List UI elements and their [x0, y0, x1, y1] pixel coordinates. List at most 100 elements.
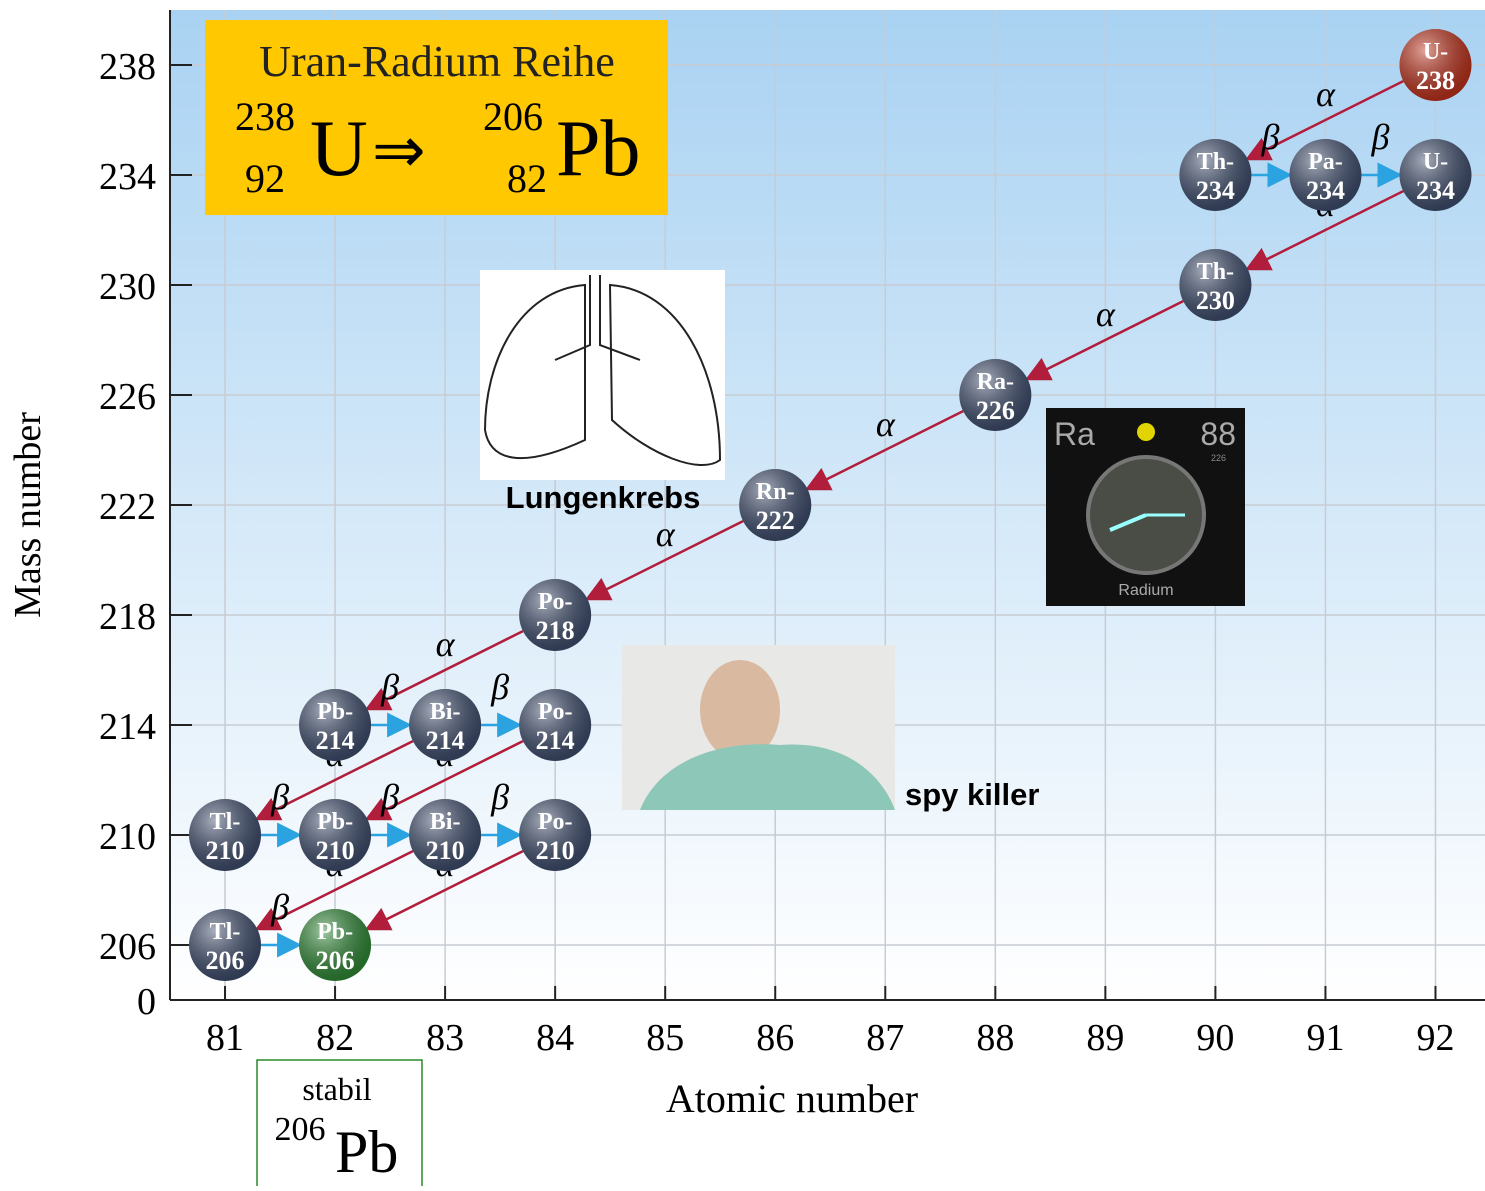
y-tick-label: 214	[99, 706, 156, 748]
x-tick-label: 87	[866, 1017, 904, 1059]
nuclide-symbol: U-	[1423, 149, 1448, 175]
nuclide-mass: 222	[756, 506, 795, 535]
nuclide-shine	[189, 909, 262, 981]
y-tick-label: 238	[99, 46, 156, 88]
x-tick-label: 84	[536, 1017, 574, 1059]
nuclide-symbol: U-	[1423, 39, 1448, 65]
nuclide-mass: 234	[1196, 176, 1235, 205]
photo-head	[700, 660, 780, 760]
decay-label: β	[270, 777, 289, 817]
nuclide-mass: 210	[206, 836, 245, 865]
nuclide-shine	[409, 799, 482, 871]
from-atomic: 92	[245, 156, 285, 201]
nuclide-mass: 214	[536, 726, 575, 755]
decay-label: α	[876, 404, 896, 444]
x-tick-label: 81	[206, 1017, 244, 1059]
nuclide-symbol: Bi-	[430, 699, 461, 725]
nuclide-symbol: Po-	[538, 809, 573, 835]
y-tick-label: 226	[99, 376, 156, 418]
nuclide-shine	[189, 799, 262, 871]
nuclide-symbol: Pa-	[1308, 149, 1343, 175]
decay-label: α	[436, 624, 456, 664]
nuclide-mass: 230	[1196, 286, 1235, 315]
photo: spy killer	[622, 645, 1039, 812]
decay-label: α	[656, 514, 676, 554]
nuclide-symbol: Ra-	[977, 369, 1014, 395]
y-tick-label: 230	[99, 266, 156, 308]
nuclide-symbol: Pb-	[317, 699, 353, 725]
x-tick-label: 88	[976, 1017, 1014, 1059]
decay-label: α	[1096, 294, 1116, 334]
clock-symbol: Ra	[1054, 416, 1095, 452]
nuclide-shine	[299, 909, 372, 981]
nuclide-shine	[739, 469, 812, 541]
nuclide-mass: 218	[536, 616, 575, 645]
x-tick-label: 83	[426, 1017, 464, 1059]
nuclide-symbol: Bi-	[430, 809, 461, 835]
nuclide-shine	[1399, 139, 1472, 211]
radiation-icon	[1137, 423, 1155, 441]
x-axis-label: Atomic number	[666, 1076, 918, 1121]
stable-symbol: Pb	[335, 1119, 398, 1185]
decay-label: β	[490, 777, 509, 817]
clock-hand	[1109, 513, 1147, 532]
alpha-arrow	[1244, 79, 1404, 161]
alpha-arrow	[254, 849, 414, 931]
stable-box: stabil 206 Pb	[256, 1059, 423, 1191]
nuclide-shine	[1179, 249, 1252, 321]
nuclide-mass: 206	[316, 946, 355, 975]
decay-label: α	[1316, 74, 1336, 114]
nuclide-symbol: Tl-	[210, 919, 241, 945]
nuclide-mass: 210	[316, 836, 355, 865]
y-axis-label: Mass number	[7, 412, 49, 618]
nuclide-symbol: Th-	[1197, 149, 1234, 175]
decay-label: β	[490, 667, 509, 707]
clock-mass: 226	[1211, 453, 1226, 463]
lung-caption: Lungenkrebs	[506, 480, 701, 515]
y-tick-label: 234	[99, 156, 156, 198]
lung-bg	[480, 270, 725, 480]
nuclide-mass: 234	[1416, 176, 1455, 205]
x-tick-label: 82	[316, 1017, 354, 1059]
photo-caption: spy killer	[905, 777, 1039, 812]
y-tick-label: 222	[99, 486, 156, 528]
alpha-arrow	[364, 629, 524, 711]
nuclide-mass: 238	[1416, 66, 1455, 95]
y-tick-label: 218	[99, 596, 156, 638]
x-tick-label: 91	[1306, 1017, 1344, 1059]
nuclide-mass: 226	[976, 396, 1015, 425]
x-tick-label: 86	[756, 1017, 794, 1059]
nuclide-symbol: Pb-	[317, 919, 353, 945]
y-tick-label: 206	[99, 926, 156, 968]
x-tick-label: 89	[1086, 1017, 1124, 1059]
nuclide-shine	[1179, 139, 1252, 211]
nuclide-shine	[409, 689, 482, 761]
stable-text: stabil	[302, 1071, 371, 1107]
nuclide-shine	[519, 799, 592, 871]
alpha-arrow	[1244, 189, 1404, 271]
nuclide-symbol: Pb-	[317, 809, 353, 835]
x-tick-label: 85	[646, 1017, 684, 1059]
nuclide-symbol: Th-	[1197, 259, 1234, 285]
alpha-arrow	[804, 409, 964, 491]
to-atomic: 82	[507, 156, 547, 201]
decay-label: β	[1370, 117, 1389, 157]
nuclide-mass: 214	[426, 726, 465, 755]
clock-image: Ra 88 226 Radium	[1046, 408, 1245, 606]
nuclide-mass: 210	[536, 836, 575, 865]
x-tick-label: 92	[1416, 1017, 1454, 1059]
alpha-arrow	[364, 739, 524, 821]
nuclide-shine	[959, 359, 1032, 431]
decay-label: β	[380, 667, 399, 707]
stable-box-border	[256, 1059, 423, 1191]
decay-label: β	[1260, 117, 1279, 157]
title: Uran-Radium Reihe	[259, 37, 615, 86]
alpha-arrow	[1024, 299, 1184, 381]
title-box-bg	[205, 20, 668, 215]
nuclide-shine	[1289, 139, 1362, 211]
nuclide-mass: 210	[426, 836, 465, 865]
nuclide-symbol: Tl-	[210, 809, 241, 835]
lung-drawing	[483, 275, 722, 466]
nuclide-symbol: Rn-	[756, 479, 795, 505]
